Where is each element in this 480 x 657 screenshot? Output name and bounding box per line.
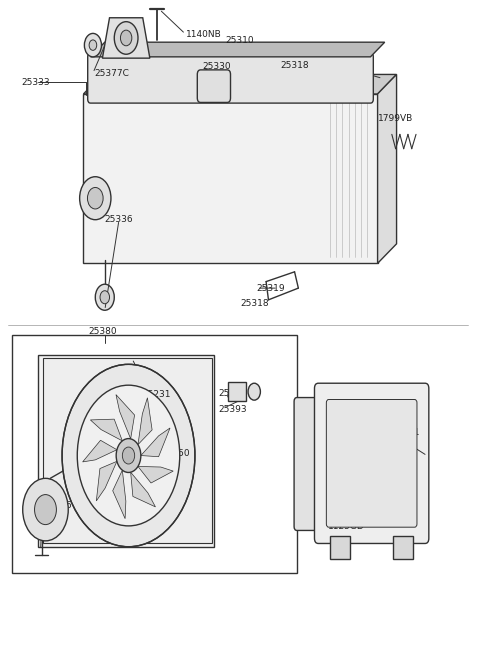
Circle shape xyxy=(96,284,114,310)
Circle shape xyxy=(87,187,103,209)
Circle shape xyxy=(122,447,135,464)
Bar xyxy=(12,335,297,573)
Polygon shape xyxy=(131,472,156,507)
FancyBboxPatch shape xyxy=(197,70,230,102)
Bar xyxy=(393,535,413,559)
Polygon shape xyxy=(116,395,134,439)
Text: 25319: 25319 xyxy=(257,284,285,292)
Polygon shape xyxy=(43,358,212,543)
FancyBboxPatch shape xyxy=(88,53,373,103)
Circle shape xyxy=(23,478,68,541)
Text: 25231: 25231 xyxy=(143,390,171,399)
Circle shape xyxy=(62,365,195,547)
FancyBboxPatch shape xyxy=(314,383,429,543)
Text: 25395: 25395 xyxy=(29,520,58,528)
Text: 25377C: 25377C xyxy=(94,68,129,78)
Text: 25330: 25330 xyxy=(202,62,231,71)
Text: 25380: 25380 xyxy=(88,327,117,336)
Circle shape xyxy=(80,177,111,219)
Text: 25321: 25321 xyxy=(392,428,420,437)
Text: 25318: 25318 xyxy=(240,299,269,308)
Polygon shape xyxy=(84,94,378,263)
Bar xyxy=(228,382,246,401)
FancyBboxPatch shape xyxy=(294,397,327,530)
Polygon shape xyxy=(113,470,126,518)
Text: 1799VB: 1799VB xyxy=(378,114,413,124)
Circle shape xyxy=(77,385,180,526)
Polygon shape xyxy=(96,461,117,501)
Circle shape xyxy=(116,439,141,472)
Circle shape xyxy=(100,290,109,304)
Polygon shape xyxy=(102,18,150,58)
Text: 25336: 25336 xyxy=(105,215,133,224)
Polygon shape xyxy=(141,428,170,457)
Text: 25237: 25237 xyxy=(219,389,247,398)
Circle shape xyxy=(248,383,261,400)
Text: 1140NB: 1140NB xyxy=(186,30,222,39)
Polygon shape xyxy=(138,397,152,445)
Circle shape xyxy=(84,34,101,57)
Circle shape xyxy=(114,22,138,55)
Circle shape xyxy=(89,40,96,51)
FancyBboxPatch shape xyxy=(326,399,417,527)
Text: 25393: 25393 xyxy=(219,405,247,414)
Polygon shape xyxy=(91,42,384,57)
Polygon shape xyxy=(83,440,117,462)
Text: 25333: 25333 xyxy=(22,78,50,87)
Text: 1125GD: 1125GD xyxy=(328,522,364,531)
Polygon shape xyxy=(38,355,214,547)
Circle shape xyxy=(35,495,57,524)
Text: 25310: 25310 xyxy=(226,36,254,45)
Polygon shape xyxy=(378,74,396,263)
Bar xyxy=(330,535,350,559)
Polygon shape xyxy=(84,74,396,94)
Polygon shape xyxy=(138,466,173,483)
Polygon shape xyxy=(90,419,122,441)
Circle shape xyxy=(120,30,132,46)
Text: 25386: 25386 xyxy=(43,501,72,510)
Text: 25350: 25350 xyxy=(162,449,191,458)
Text: 25318: 25318 xyxy=(280,62,309,70)
